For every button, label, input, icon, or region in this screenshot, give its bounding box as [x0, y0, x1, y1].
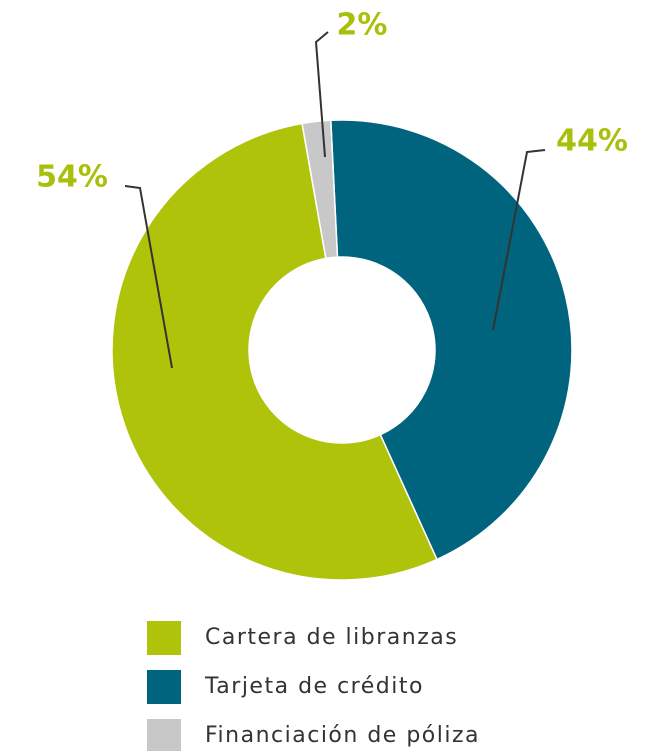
donut-slice	[111, 122, 439, 581]
donut-slice	[301, 119, 339, 260]
legend-label: Financiación de póliza	[205, 723, 480, 748]
leader-line	[124, 185, 173, 369]
legend-swatch	[147, 670, 181, 704]
leader-line	[492, 149, 546, 331]
legend-swatch	[147, 719, 181, 751]
legend-label: Cartera de libranzas	[205, 625, 458, 650]
data-label: 54%	[36, 160, 108, 195]
data-label: 44%	[556, 124, 628, 159]
legend-label: Tarjeta de crédito	[204, 674, 424, 699]
data-label: 2%	[337, 8, 388, 43]
legend-swatch	[147, 621, 181, 655]
leader-line	[314, 31, 329, 158]
